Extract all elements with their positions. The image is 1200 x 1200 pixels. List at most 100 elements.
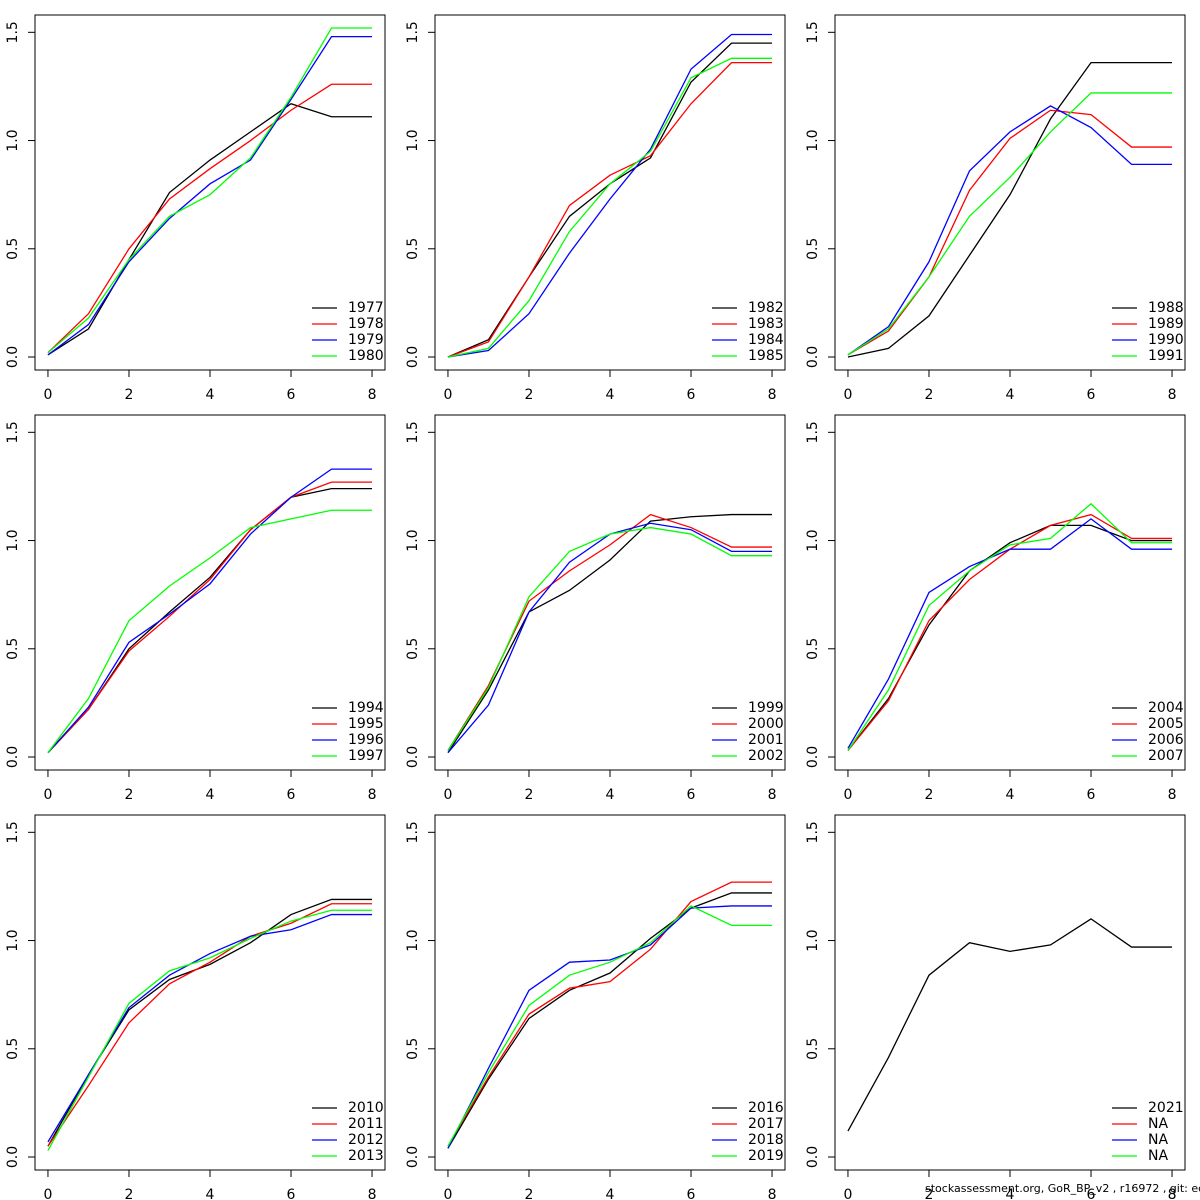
y-tick-label: 1.5: [405, 821, 421, 843]
x-tick-label: 4: [1006, 387, 1015, 403]
legend-label: 1977: [348, 300, 384, 316]
legend-label: 1989: [1148, 316, 1184, 332]
series-line: [847, 105, 1173, 356]
y-tick-label: 0.5: [405, 238, 421, 260]
plot-frame: [34, 814, 386, 1171]
y-tick-label: 1.5: [5, 21, 21, 43]
y-tick-label: 1.5: [805, 421, 821, 443]
series-line: [47, 909, 373, 1151]
x-tick-label: 4: [1006, 787, 1015, 803]
legend-label: 2016: [748, 1100, 784, 1116]
x-tick-label: 0: [844, 787, 853, 803]
series-line: [847, 524, 1173, 751]
legend-label: 1994: [348, 700, 384, 716]
y-tick-label: 1.5: [805, 21, 821, 43]
x-tick-label: 8: [768, 387, 777, 403]
legend-label: 2021: [1148, 1100, 1184, 1116]
plot-frame: [34, 14, 386, 371]
series-line: [447, 892, 773, 1149]
plot-frame: [834, 814, 1186, 1171]
legend-label: 2000: [748, 716, 784, 732]
y-tick-label: 1.5: [405, 21, 421, 43]
series-line: [47, 898, 373, 1147]
series-line: [447, 513, 773, 751]
legend-label: 1997: [348, 748, 384, 764]
series-line: [47, 481, 373, 754]
series-line: [47, 83, 373, 354]
legend-label: 2001: [748, 732, 784, 748]
x-tick-label: 8: [768, 787, 777, 803]
legend-label: 2011: [348, 1116, 384, 1132]
x-tick-label: 8: [1168, 1187, 1177, 1200]
series-line: [47, 103, 373, 356]
x-tick-label: 6: [1087, 387, 1096, 403]
x-tick-label: 2: [525, 787, 534, 803]
series-line: [447, 33, 773, 358]
legend-label: 2019: [748, 1148, 784, 1164]
legend-label: 1980: [348, 348, 384, 364]
plot-frame: [834, 414, 1186, 771]
legend-label: NA: [1148, 1116, 1168, 1132]
y-tick-label: 0.0: [805, 346, 821, 368]
x-tick-label: 8: [1168, 787, 1177, 803]
x-tick-label: 0: [844, 387, 853, 403]
y-tick-label: 0.5: [805, 238, 821, 260]
y-tick-label: 1.0: [5, 929, 21, 951]
legend-label: 1988: [1148, 300, 1184, 316]
y-tick-label: 0.0: [405, 746, 421, 768]
y-tick-label: 1.0: [5, 129, 21, 151]
x-tick-label: 8: [1168, 387, 1177, 403]
series-line: [847, 92, 1173, 356]
legend-label: 2012: [348, 1132, 384, 1148]
x-tick-label: 2: [925, 787, 934, 803]
y-tick-label: 0.0: [5, 746, 21, 768]
x-tick-label: 0: [444, 1187, 453, 1200]
series-line: [447, 905, 773, 1147]
x-tick-label: 0: [444, 787, 453, 803]
series-line: [447, 522, 773, 754]
legend-label: 1982: [748, 300, 784, 316]
x-tick-label: 2: [925, 1187, 934, 1200]
x-tick-label: 6: [1087, 1187, 1096, 1200]
y-tick-label: 1.5: [805, 821, 821, 843]
x-tick-label: 4: [606, 1187, 615, 1200]
x-tick-label: 6: [687, 387, 696, 403]
x-tick-label: 4: [206, 787, 215, 803]
x-tick-label: 0: [444, 387, 453, 403]
plot-frame: [434, 14, 786, 371]
x-tick-label: 8: [768, 1187, 777, 1200]
series-line: [847, 61, 1173, 358]
legend-label: 1996: [348, 732, 384, 748]
y-tick-label: 1.0: [805, 129, 821, 151]
plot-frame: [434, 814, 786, 1171]
legend-label: 1984: [748, 332, 784, 348]
x-tick-label: 4: [606, 787, 615, 803]
series-line: [447, 905, 773, 1149]
series-line: [47, 903, 373, 1147]
x-tick-label: 4: [1006, 1187, 1015, 1200]
y-tick-label: 1.5: [5, 821, 21, 843]
y-tick-label: 1.5: [405, 421, 421, 443]
legend-label: 2010: [348, 1100, 384, 1116]
legend-label: 1978: [348, 316, 384, 332]
series-line: [447, 881, 773, 1147]
y-tick-label: 0.5: [5, 238, 21, 260]
series-line: [847, 502, 1173, 751]
x-tick-label: 6: [1087, 787, 1096, 803]
x-tick-label: 2: [925, 387, 934, 403]
x-tick-label: 8: [368, 387, 377, 403]
legend-label: 1995: [348, 716, 384, 732]
legend-label: 1983: [748, 316, 784, 332]
y-tick-label: 0.5: [805, 638, 821, 660]
y-tick-label: 0.5: [405, 1038, 421, 1060]
x-tick-label: 6: [287, 787, 296, 803]
y-tick-label: 1.0: [805, 529, 821, 551]
